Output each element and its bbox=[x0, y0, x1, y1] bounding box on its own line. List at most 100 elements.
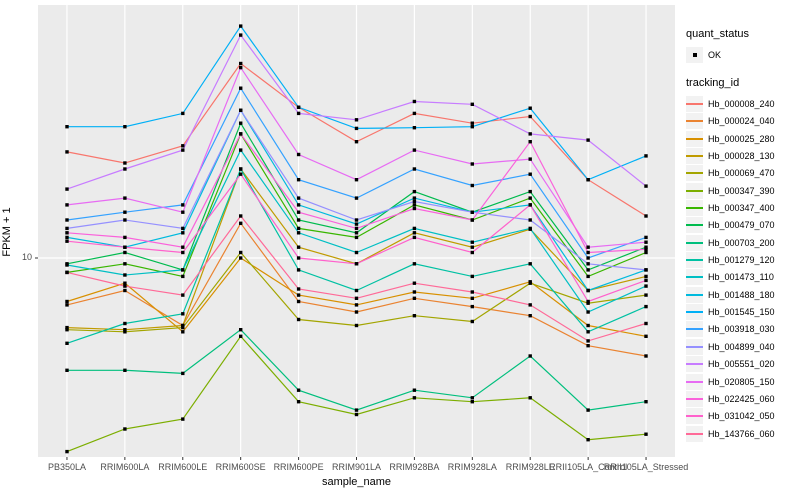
data-point bbox=[65, 263, 69, 267]
data-point bbox=[470, 290, 474, 294]
data-point bbox=[586, 438, 590, 442]
line-swatch-icon bbox=[686, 425, 703, 442]
data-point bbox=[65, 239, 69, 243]
data-point bbox=[65, 325, 69, 330]
data-point bbox=[412, 290, 417, 294]
data-point bbox=[412, 281, 417, 285]
data-point bbox=[239, 148, 243, 152]
data-point bbox=[586, 138, 590, 142]
data-point bbox=[412, 148, 417, 152]
data-point bbox=[123, 368, 127, 372]
line-swatch-icon bbox=[686, 200, 703, 217]
data-point bbox=[644, 250, 648, 255]
data-point bbox=[354, 250, 359, 255]
data-point bbox=[470, 396, 474, 400]
line-swatch-icon bbox=[686, 390, 703, 407]
data-point bbox=[470, 250, 474, 255]
data-point bbox=[123, 218, 127, 222]
data-point bbox=[586, 330, 590, 334]
legend-item-Hb_022425_060: Hb_022425_060 bbox=[686, 390, 798, 407]
data-point bbox=[470, 245, 474, 249]
data-point bbox=[296, 111, 301, 116]
data-point bbox=[528, 226, 532, 231]
data-point bbox=[354, 408, 359, 412]
data-point bbox=[586, 288, 590, 293]
legend-item-label: Hb_003918_030 bbox=[708, 324, 775, 335]
legend-item-Hb_000703_200: Hb_000703_200 bbox=[686, 234, 798, 251]
data-point bbox=[65, 187, 69, 191]
data-point bbox=[412, 206, 417, 211]
data-point bbox=[181, 274, 185, 279]
legend-item-label: Hb_000703_200 bbox=[708, 237, 775, 248]
data-point bbox=[296, 196, 301, 200]
data-point bbox=[239, 108, 243, 112]
data-point bbox=[239, 33, 243, 37]
data-point bbox=[296, 299, 301, 304]
legend-item-label: Hb_000069_470 bbox=[708, 168, 775, 179]
x-tick-label-RRIM600LE: RRIM600LE bbox=[158, 462, 208, 472]
data-point bbox=[644, 245, 648, 249]
data-point bbox=[586, 301, 590, 305]
data-point bbox=[354, 126, 359, 131]
ok-point-marker-icon bbox=[686, 46, 703, 63]
data-point bbox=[644, 432, 648, 436]
data-point bbox=[586, 299, 590, 304]
data-point bbox=[65, 235, 69, 240]
data-point bbox=[65, 368, 69, 372]
legend-item-Hb_000024_040: Hb_000024_040 bbox=[686, 113, 798, 130]
line-swatch-icon bbox=[686, 113, 703, 130]
legend-item-Hb_000028_130: Hb_000028_130 bbox=[686, 147, 798, 165]
legend-item-Hb_001488_180: Hb_001488_180 bbox=[686, 286, 798, 303]
legend-item-label: Hb_000347_400 bbox=[708, 203, 775, 214]
data-point bbox=[470, 319, 474, 324]
line-swatch-icon bbox=[686, 269, 703, 286]
legend-item-label: Hb_005551_020 bbox=[708, 359, 775, 370]
legend-item-label: Hb_000347_390 bbox=[708, 185, 775, 196]
data-point bbox=[239, 328, 243, 332]
data-point bbox=[412, 167, 417, 171]
line-swatch-icon bbox=[686, 373, 703, 390]
data-point bbox=[239, 61, 243, 66]
line-swatch-icon bbox=[686, 338, 703, 355]
legend: quant_status OK tracking_id Hb_000008_24… bbox=[686, 28, 798, 442]
data-point bbox=[65, 449, 69, 454]
data-point bbox=[296, 218, 301, 222]
data-point bbox=[296, 152, 301, 157]
x-tick-label-RRIM600SE: RRIM600SE bbox=[215, 462, 266, 472]
data-point bbox=[644, 184, 648, 188]
data-point bbox=[65, 150, 69, 154]
data-point bbox=[239, 334, 243, 338]
line-swatch-icon bbox=[686, 182, 703, 199]
data-point bbox=[470, 125, 474, 129]
data-point bbox=[296, 231, 301, 235]
data-point bbox=[528, 106, 532, 110]
data-point bbox=[123, 235, 127, 240]
data-point bbox=[528, 218, 532, 222]
data-point bbox=[644, 214, 648, 218]
line-swatch-icon bbox=[686, 234, 703, 251]
data-point bbox=[528, 354, 532, 358]
data-point bbox=[65, 299, 69, 304]
legend-item-Hb_143766_060: Hb_143766_060 bbox=[686, 425, 798, 442]
data-point bbox=[354, 288, 359, 293]
y-tick-label: 10 bbox=[21, 252, 32, 262]
data-point bbox=[296, 317, 301, 322]
data-point bbox=[528, 114, 532, 119]
data-point bbox=[123, 321, 127, 326]
data-point bbox=[181, 250, 185, 255]
x-tick-label-RRIM600LA: RRIM600LA bbox=[100, 462, 150, 472]
line-swatch-icon bbox=[686, 286, 703, 303]
data-point bbox=[181, 325, 185, 330]
x-tick-label-RRIM928LE: RRIM928LE bbox=[505, 462, 555, 472]
legend-item-label: Hb_001488_180 bbox=[708, 289, 775, 300]
data-point bbox=[239, 250, 243, 255]
data-point bbox=[354, 323, 359, 328]
data-point bbox=[239, 221, 243, 225]
data-point bbox=[644, 321, 648, 326]
x-tick-label-RRIM901LA: RRIM901LA bbox=[331, 462, 382, 472]
data-point bbox=[181, 245, 185, 249]
data-point bbox=[65, 226, 69, 231]
data-point bbox=[470, 162, 474, 166]
data-point bbox=[586, 256, 590, 260]
